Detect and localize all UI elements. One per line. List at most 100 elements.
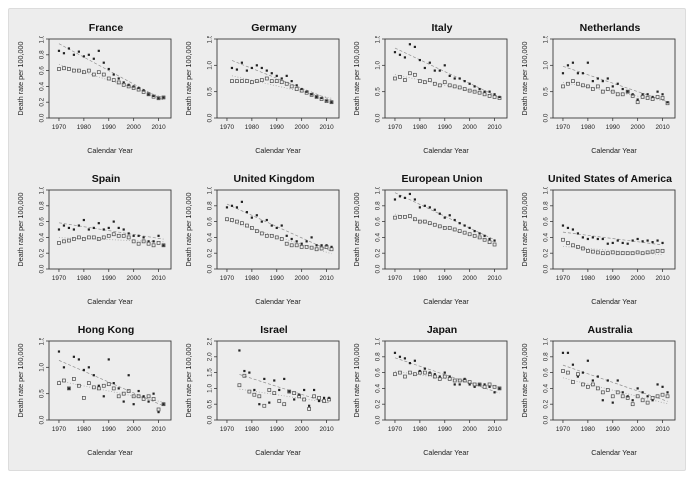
open-square-marker	[487, 240, 492, 244]
y-tick-label: 0.6	[39, 217, 46, 226]
x-tick-label: 1990	[102, 426, 117, 433]
open-square-marker	[640, 95, 645, 99]
open-square-marker	[106, 76, 111, 81]
open-square-marker	[121, 233, 126, 238]
open-square-marker	[571, 79, 575, 83]
y-axis-label: Death rate per 100,000	[16, 193, 25, 267]
open-square-marker	[161, 243, 166, 248]
x-axis-label: Calendar Year	[591, 297, 637, 306]
open-square-marker	[156, 407, 161, 412]
y-tick-label: 0.0	[543, 264, 550, 273]
open-square-marker	[96, 386, 101, 391]
x-tick-label: 2010	[319, 124, 334, 131]
open-square-marker	[245, 79, 249, 83]
open-square-marker	[615, 390, 620, 395]
filled-square-marker	[408, 43, 411, 46]
filled-square-marker	[423, 204, 426, 207]
open-square-marker	[67, 386, 71, 391]
filled-square-marker	[581, 72, 584, 75]
open-square-marker	[292, 391, 297, 395]
x-tick-label: 2010	[151, 426, 166, 433]
filled-square-marker	[493, 239, 496, 242]
filled-square-marker	[107, 358, 110, 361]
y-tick-label: 0.4	[39, 82, 46, 91]
filled-square-marker	[646, 239, 649, 242]
open-square-marker	[600, 390, 605, 395]
filled-square-marker	[611, 241, 614, 245]
open-square-marker	[277, 399, 282, 403]
x-tick-label: 1990	[270, 275, 285, 282]
open-square-marker	[576, 372, 580, 377]
x-tick-label: 2000	[463, 275, 478, 282]
open-square-marker	[62, 239, 66, 244]
x-tick-label: 2000	[127, 124, 142, 131]
x-tick-label: 2000	[631, 426, 646, 433]
open-square-marker	[645, 250, 650, 255]
filled-square-marker	[463, 224, 466, 227]
filled-square-marker	[230, 66, 234, 70]
filled-square-marker	[408, 192, 411, 196]
filled-square-marker	[97, 49, 100, 52]
y-tick-label: 0.0	[543, 113, 550, 122]
open-square-marker	[329, 100, 334, 105]
filled-square-marker	[606, 242, 609, 245]
filled-square-marker	[265, 69, 268, 72]
open-square-marker	[259, 231, 264, 236]
chart-panel-united-kingdom: United Kingdom 0.0 0.2 0.4 0.6 0.8 1.0 1970 1980…	[179, 172, 347, 307]
chart-canvas: 0.0 0.5 1.0 1.5 1970 1980 1990 2000 2010 Calendar…	[184, 36, 340, 155]
open-square-marker	[106, 233, 111, 238]
filled-square-marker	[586, 61, 589, 64]
open-square-marker	[467, 380, 472, 384]
chart-panel-european-union: European Union 0.0 0.2 0.4 0.6 0.8 1.0 1970 1980…	[347, 172, 515, 307]
open-square-marker	[126, 84, 131, 89]
filled-square-marker	[616, 82, 619, 85]
filled-square-marker	[230, 204, 234, 207]
filled-square-marker	[268, 401, 271, 404]
open-square-marker	[96, 237, 101, 241]
filled-square-marker	[72, 53, 75, 56]
open-square-marker	[101, 72, 106, 77]
x-axis-label: Calendar Year	[423, 297, 469, 306]
open-square-marker	[457, 229, 462, 233]
filled-square-marker	[97, 222, 100, 225]
open-square-marker	[590, 87, 595, 91]
filled-square-marker	[586, 237, 589, 241]
filled-square-marker	[438, 212, 441, 215]
filled-square-marker	[651, 95, 654, 99]
filled-square-marker	[646, 93, 649, 96]
filled-square-marker	[87, 53, 90, 56]
open-square-marker	[640, 398, 645, 403]
x-tick-label: 1990	[102, 275, 117, 282]
filled-square-marker	[656, 239, 659, 242]
filled-square-marker	[433, 208, 436, 211]
open-square-marker	[462, 87, 467, 91]
filled-square-marker	[636, 387, 639, 390]
x-tick-label: 2000	[631, 124, 646, 131]
y-tick-label: 0.4	[543, 233, 550, 242]
open-square-marker	[403, 78, 407, 82]
dotted-trend-line	[58, 237, 164, 243]
filled-square-marker	[107, 67, 110, 71]
filled-square-marker	[82, 218, 85, 222]
filled-square-marker	[478, 383, 481, 386]
open-square-marker	[482, 384, 487, 389]
y-tick-label: 0.6	[39, 66, 46, 75]
open-square-marker	[660, 392, 665, 397]
filled-square-marker	[606, 379, 609, 382]
x-tick-label: 1990	[270, 426, 285, 433]
filled-square-marker	[147, 93, 150, 96]
y-axis-label: Death rate per 100,000	[184, 193, 193, 267]
filled-square-marker	[631, 239, 634, 242]
filled-square-marker	[661, 93, 664, 96]
open-square-marker	[477, 90, 482, 95]
x-tick-label: 1980	[77, 426, 92, 433]
filled-square-marker	[245, 211, 248, 214]
open-square-marker	[72, 237, 76, 241]
open-square-marker	[131, 86, 136, 90]
x-tick-label: 1970	[388, 426, 403, 433]
y-tick-label: 0.5	[207, 399, 214, 408]
open-square-marker	[294, 243, 299, 248]
open-square-marker	[259, 78, 264, 82]
filled-square-marker	[468, 226, 471, 230]
open-square-marker	[442, 80, 447, 85]
